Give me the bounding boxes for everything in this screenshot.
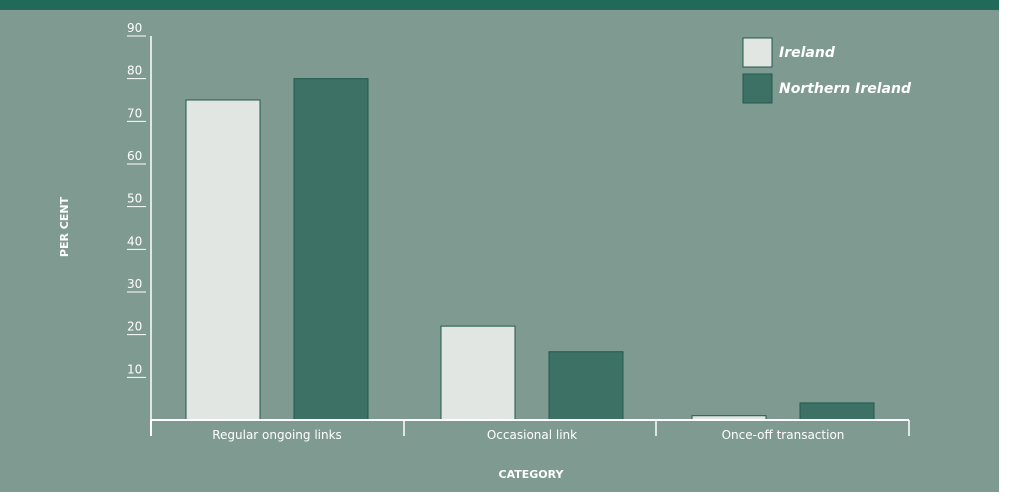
- bar-northern-ireland-1: [548, 351, 624, 421]
- x-axis-labels: Regular ongoing links Occasional link Once…: [212, 428, 844, 442]
- y-axis-title: PER CENT: [58, 196, 71, 257]
- bars-group: [185, 78, 875, 421]
- x-tick-label-1: Occasional link: [487, 428, 577, 442]
- bar-northern-ireland-0: [293, 78, 369, 421]
- bar-northern-ireland-2: [799, 402, 875, 421]
- right-edge-strip: [999, 0, 1011, 492]
- top-band: [0, 0, 1011, 10]
- legend-swatch-1: [742, 73, 773, 104]
- x-tick-label-0: Regular ongoing links: [212, 428, 342, 442]
- y-tick-label-60: 60: [127, 149, 142, 163]
- y-axis-ticks: 10 20 30 40 50 60 70 80 90: [127, 21, 146, 378]
- x-tick-label-2: Once-off transaction: [722, 428, 845, 442]
- y-tick-label-40: 40: [127, 234, 142, 248]
- y-tick-label-90: 90: [127, 21, 142, 35]
- axes: [150, 36, 910, 436]
- y-tick-label-70: 70: [127, 106, 142, 120]
- y-tick-label-50: 50: [127, 192, 142, 206]
- x-axis-title: CATEGORY: [499, 468, 565, 481]
- legend-label-1: Northern Ireland: [779, 81, 912, 97]
- bar-ireland-1: [440, 325, 516, 421]
- y-tick-label-20: 20: [127, 320, 142, 334]
- legend-label-0: Ireland: [779, 45, 836, 61]
- legend-swatch-0: [742, 37, 773, 68]
- legend: Ireland Northern Ireland: [742, 37, 912, 104]
- bar-ireland-0: [185, 99, 261, 421]
- y-tick-label-80: 80: [127, 64, 142, 78]
- y-tick-label-30: 30: [127, 277, 142, 291]
- y-tick-label-10: 10: [127, 362, 142, 376]
